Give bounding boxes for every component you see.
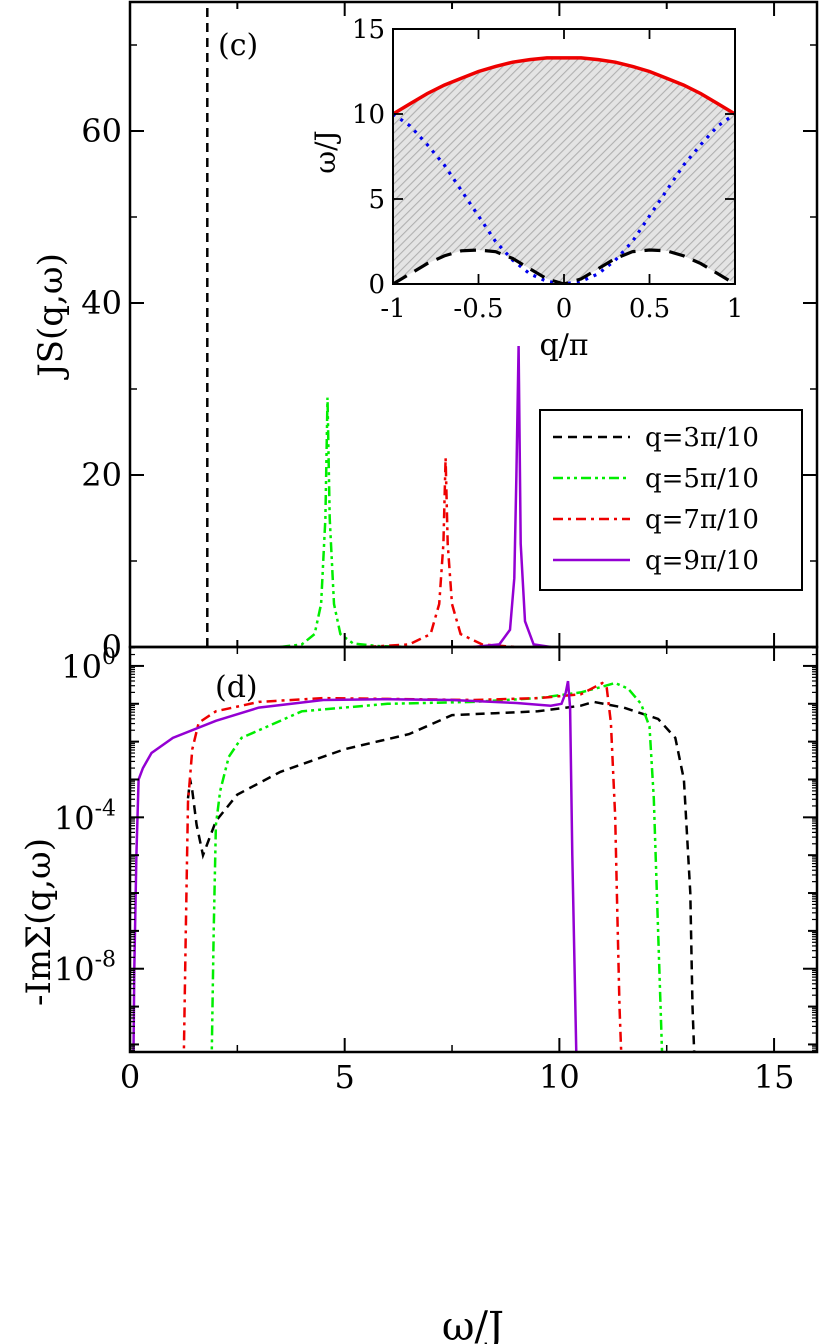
panel-c-ylabel: JS(q,ω) [31, 253, 71, 380]
series-c-2 [280, 397, 410, 649]
d-ytick-base: 10 [54, 951, 95, 989]
inset-xtick-label: 0.5 [629, 294, 670, 324]
series-d-1 [186, 700, 696, 1052]
panel-c-ticks: 0 20 40 60 [81, 2, 817, 666]
panel-d-frame [128, 645, 819, 1054]
inset-xlabel: q/π [539, 328, 588, 363]
c-ytick-label: 60 [81, 112, 122, 150]
d-ytick-label: 10-8 [54, 948, 116, 989]
c-ytick-label: 20 [81, 456, 122, 494]
inset-ylabel: ω/J [309, 130, 342, 174]
d-xtick-label: 10 [539, 1058, 580, 1096]
d-ytick-exponent: -4 [95, 796, 116, 821]
series-d-2 [210, 681, 664, 1052]
c-ytick-label: 40 [81, 284, 122, 322]
inset-ytick-label: 5 [368, 185, 385, 215]
series-c-4 [473, 345, 551, 649]
inset-xtick-label: -0.5 [453, 294, 503, 324]
d-xtick-label: 0 [120, 1058, 140, 1096]
inset-plot-lines [393, 29, 735, 284]
plot-d-lines [132, 680, 696, 1052]
series-inset-1 [393, 56, 735, 116]
panel-d-label: (d) [215, 670, 258, 705]
legend-label-3: q=7π/10 [645, 505, 759, 535]
series-inset-3 [393, 248, 735, 284]
legend: q=3π/10 q=5π/10 q=7π/10 q=9π/10 [539, 409, 803, 591]
plot-c-lines [206, 2, 551, 649]
d-ytick-exponent: -8 [95, 948, 116, 973]
d-ytick-base: 10 [61, 648, 102, 686]
inset-xtick-label: -1 [380, 294, 405, 324]
legend-label-4: q=9π/10 [645, 546, 759, 576]
continuum-shaded-region [393, 57, 735, 284]
d-xtick-label: 5 [335, 1058, 355, 1096]
d-ytick-exponent: 0 [102, 645, 116, 670]
series-inset-2 [393, 112, 735, 284]
panel-c-label: (c) [218, 28, 258, 63]
series-d-3 [182, 681, 623, 1052]
inset-ytick-label: 15 [352, 15, 385, 45]
panel-d-ylabel: -ImΣ(q,ω) [19, 838, 59, 1006]
legend-label-2: q=5π/10 [645, 464, 759, 494]
series-d-4 [132, 680, 578, 1052]
d-ytick-base: 10 [54, 799, 95, 837]
inset-xtick-label: 1 [727, 294, 744, 324]
x-axis-label: ω/J [442, 1304, 504, 1344]
series-c-3 [366, 457, 517, 649]
c-ytick-label: 0 [102, 628, 122, 666]
d-ytick-label: 10-4 [54, 796, 116, 837]
inset-ytick-label: 10 [352, 100, 385, 130]
d-xtick-label: 15 [754, 1058, 795, 1096]
inset-xtick-label: 0 [556, 294, 573, 324]
inset-ytick-label: 0 [368, 270, 385, 300]
d-ytick-label: 100 [61, 645, 116, 686]
legend-label-1: q=3π/10 [645, 423, 759, 453]
